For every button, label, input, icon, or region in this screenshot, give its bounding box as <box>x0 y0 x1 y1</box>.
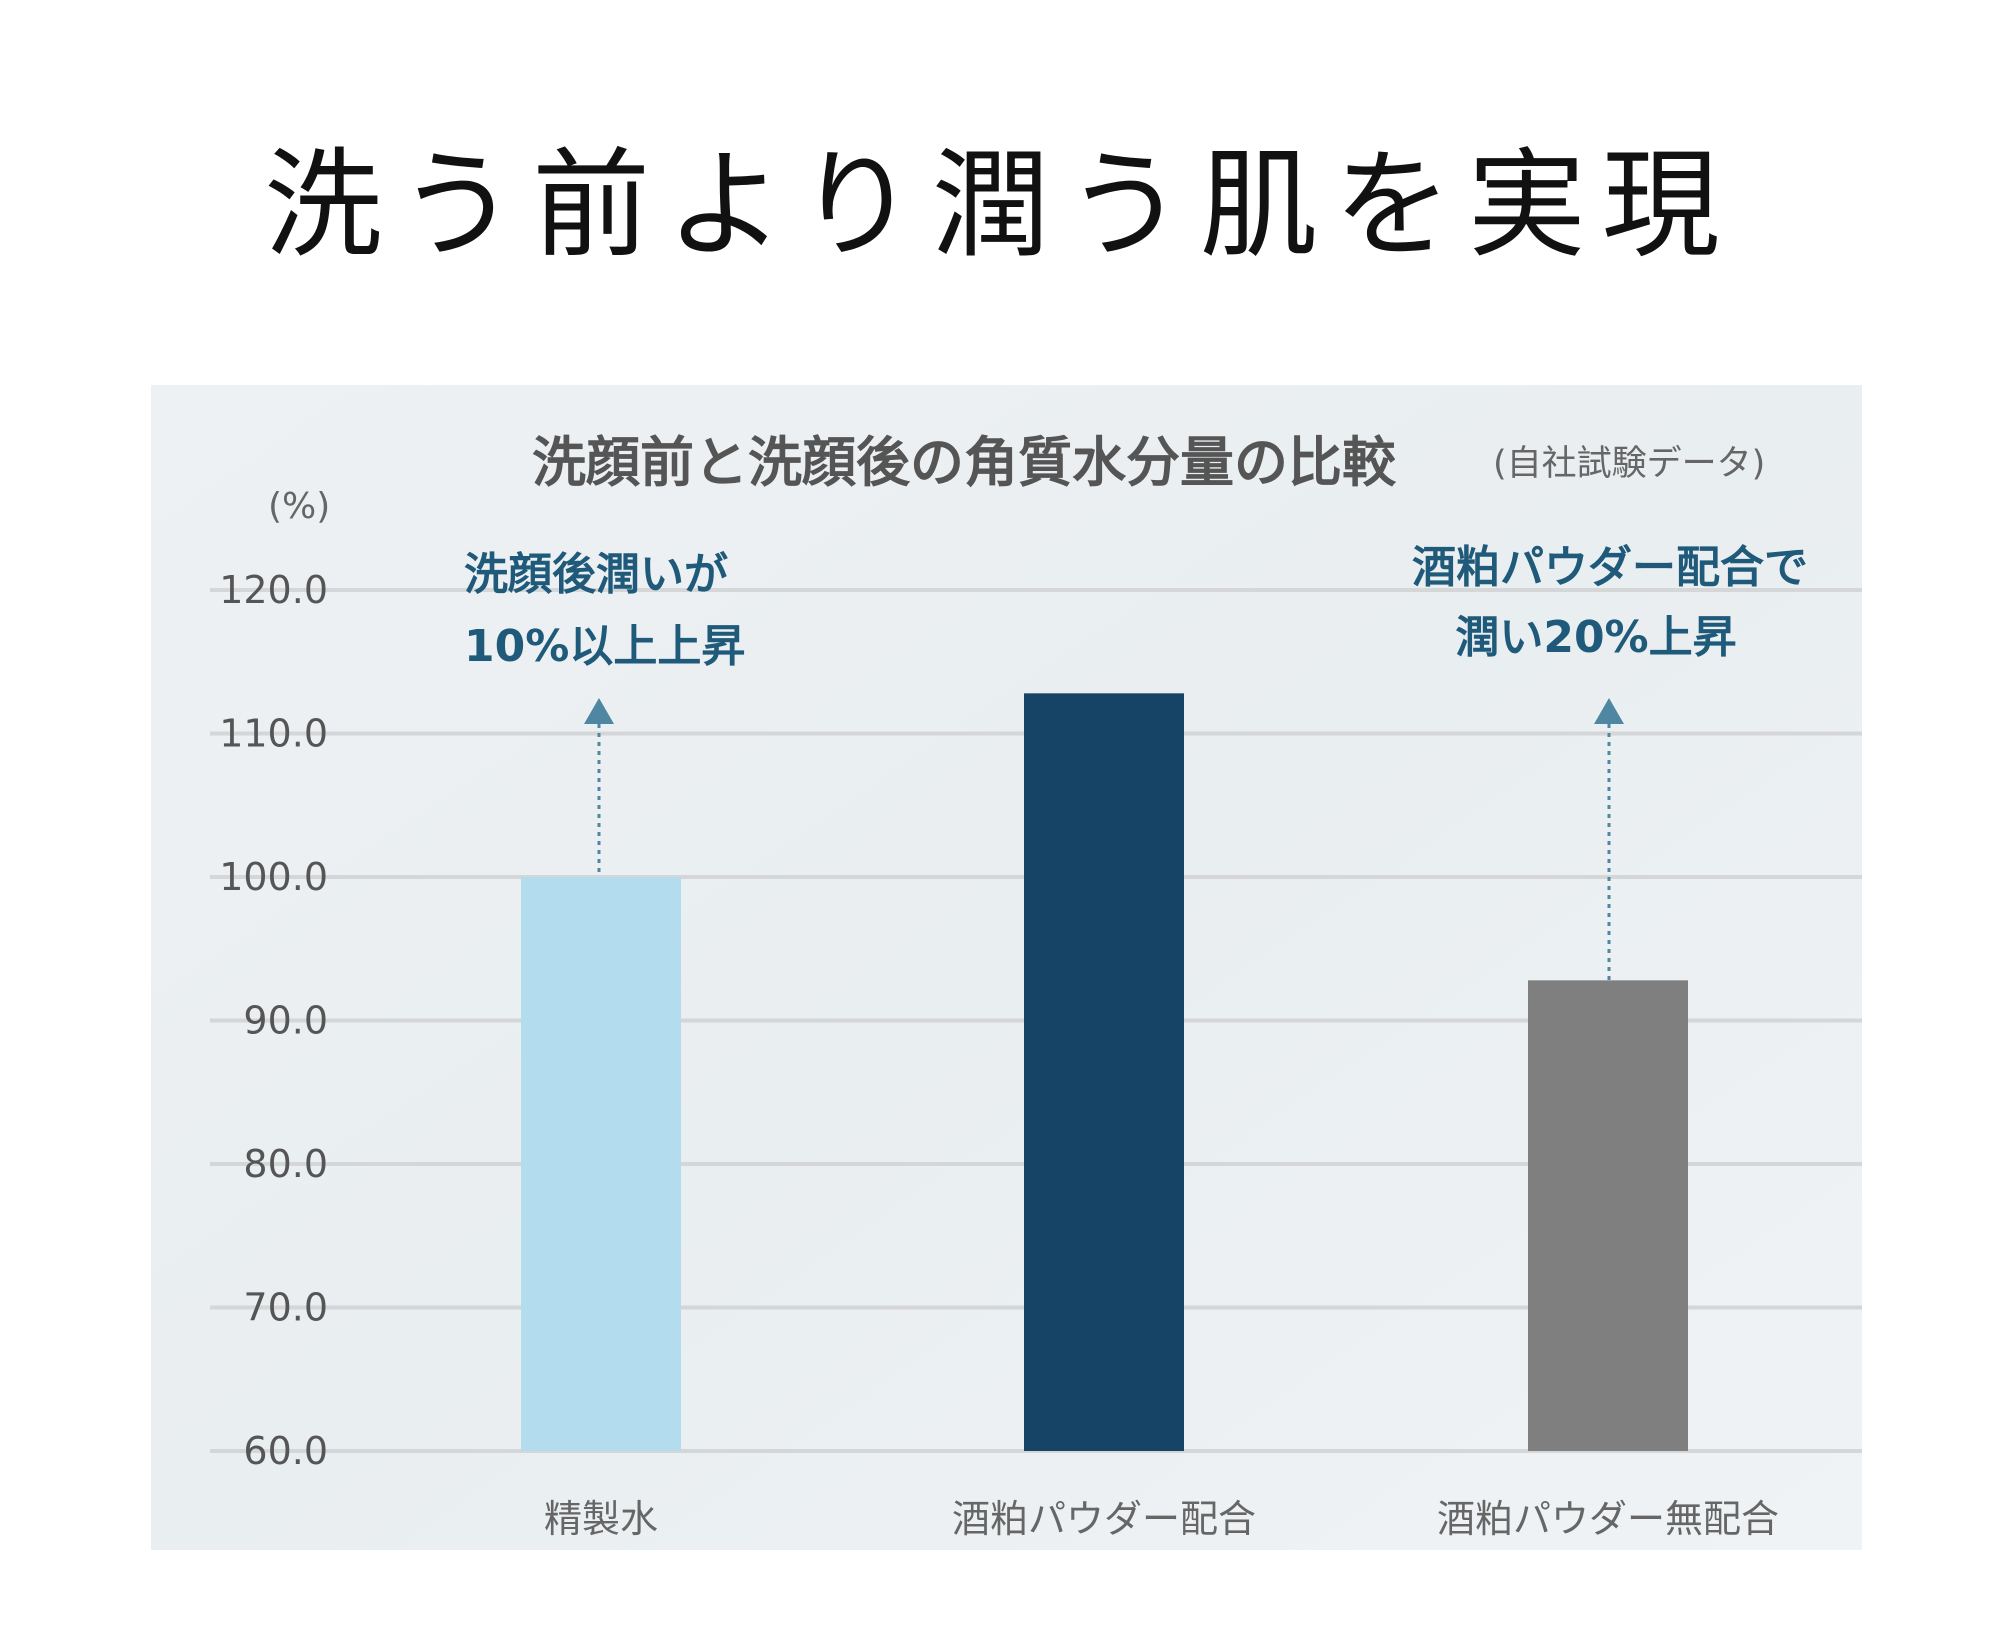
y-tick-label: 120.0 <box>219 568 328 612</box>
chart-subtitle: (自社試験データ) <box>1493 444 1765 484</box>
y-tick-label: 90.0 <box>243 999 328 1043</box>
y-tick-label: 80.0 <box>243 1142 328 1186</box>
x-category-label: 酒粕パウダー配合 <box>952 1497 1256 1541</box>
arrow-up-icon <box>584 698 614 724</box>
y-tick-label: 110.0 <box>219 712 328 756</box>
y-axis-unit: (%) <box>268 486 330 527</box>
y-tick-label: 60.0 <box>243 1429 328 1473</box>
page-heading: 洗う前より潤う肌を実現 <box>264 136 1736 274</box>
bar <box>521 877 681 1451</box>
annotation-text: 潤い20%上昇 <box>1455 612 1736 663</box>
x-category-label: 精製水 <box>544 1497 658 1541</box>
annotation-text: 10%以上上昇 <box>464 621 745 672</box>
y-tick-label: 100.0 <box>219 855 328 899</box>
arrow-up-icon <box>1594 698 1624 724</box>
x-category-label: 酒粕パウダー無配合 <box>1437 1497 1779 1541</box>
chart-title: 洗顔前と洗顔後の角質水分量の比較 <box>532 431 1397 494</box>
bar <box>1528 980 1688 1451</box>
bar <box>1024 693 1184 1451</box>
annotation-text: 洗顔後潤いが <box>464 549 728 600</box>
annotation-text: 酒粕パウダー配合で <box>1412 542 1808 593</box>
y-tick-label: 70.0 <box>243 1286 328 1330</box>
